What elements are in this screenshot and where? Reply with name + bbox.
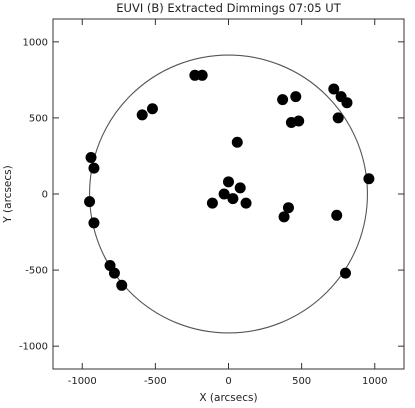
dimming-point [293, 115, 305, 127]
x-tick-label: 1000 [362, 376, 387, 387]
chart-title: EUVI (B) Extracted Dimmings 07:05 UT [116, 1, 341, 15]
dimming-point [88, 217, 100, 229]
y-axis: -1000 -500 0 500 1000 [19, 37, 404, 353]
y-tick-label: 500 [29, 113, 48, 124]
dimming-point [282, 202, 294, 214]
dimming-point [234, 182, 246, 194]
dimming-point [146, 103, 158, 115]
dimming-regions [84, 69, 375, 291]
dimming-point [240, 197, 252, 209]
dimming-point [136, 109, 148, 121]
y-axis-label: Y (arcsecs) [2, 165, 14, 223]
dimming-point [85, 151, 97, 163]
dimming-point [340, 267, 351, 279]
dimming-point [331, 209, 343, 221]
dimming-point [116, 279, 128, 291]
y-tick-label: 0 [42, 190, 48, 201]
dimming-point [290, 91, 302, 103]
dimming-point [231, 136, 243, 148]
x-tick-label: 500 [292, 376, 311, 387]
dimming-point [84, 196, 96, 208]
solar-limb-circle [89, 54, 368, 334]
dimming-point [218, 188, 230, 200]
x-tick-label: -500 [144, 376, 167, 387]
dimming-point [278, 211, 290, 223]
y-tick-label: -500 [25, 266, 48, 277]
x-axis: -1000 -500 0 500 1000 [68, 19, 387, 387]
x-tick-label: 0 [225, 376, 231, 387]
dimming-point [108, 267, 120, 279]
dimming-point [227, 193, 239, 205]
x-tick-label: -1000 [68, 376, 97, 387]
y-tick-label: -1000 [19, 342, 48, 353]
dimming-point [206, 197, 218, 209]
dimming-point [332, 112, 344, 124]
dimming-point [341, 97, 353, 109]
y-tick-label: 1000 [23, 37, 48, 48]
x-axis-label: X (arcsecs) [199, 392, 257, 404]
dimming-point [223, 176, 234, 188]
dimming-point [196, 69, 208, 81]
dimming-point [363, 173, 375, 185]
dimming-point [277, 94, 289, 106]
dimming-point [88, 162, 100, 174]
dimming-point [328, 83, 340, 95]
